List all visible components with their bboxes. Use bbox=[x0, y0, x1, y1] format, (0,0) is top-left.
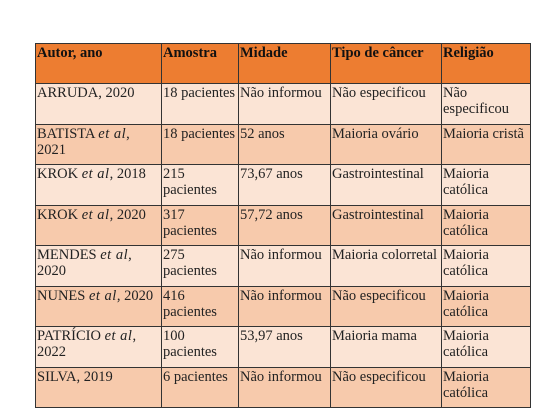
table-cell: Gastrointestinal bbox=[330, 204, 442, 246]
author-cell: BATISTA et al, 2021 bbox=[35, 123, 162, 165]
table-cell: Não informou bbox=[238, 83, 331, 125]
table-cell: Não especificou bbox=[330, 83, 442, 125]
author-cell: SILVA, 2019 bbox=[35, 366, 162, 408]
table-cell: Gastrointestinal bbox=[330, 164, 442, 206]
table-cell: 52 anos bbox=[238, 123, 331, 165]
table-row: BATISTA et al, 2021 18 pacientes 52 anos Ma… bbox=[35, 123, 531, 165]
table-cell: Maioria católica bbox=[441, 204, 531, 246]
author-cell: ARRUDA, 2020 bbox=[35, 83, 162, 125]
author-cell: KROK et al, 2020 bbox=[35, 204, 162, 246]
author-cell: PATRÍCIO et al, 2022 bbox=[35, 326, 162, 368]
table-cell: Maioria cristã bbox=[441, 123, 531, 165]
author-text: KROK bbox=[37, 206, 82, 223]
table-row: NUNES et al, 2020 416 pacientes Não inform… bbox=[35, 285, 531, 327]
table-row: MENDES et al, 2020 275 pacientes Não infor… bbox=[35, 245, 531, 287]
author-cell: MENDES et al, 2020 bbox=[35, 245, 162, 287]
table-cell: 57,72 anos bbox=[238, 204, 331, 246]
author-text: , 2018 bbox=[109, 166, 146, 182]
table-cell: Não especificou bbox=[330, 285, 442, 327]
author-text: ARRUDA, 2020 bbox=[37, 85, 135, 101]
table-cell: Maioria católica bbox=[441, 245, 531, 287]
table-cell: 416 pacientes bbox=[161, 285, 239, 327]
table-cell: 275 pacientes bbox=[161, 245, 239, 287]
header-row: Autor, ano Amostra Midade Tipo de câncer Rel… bbox=[35, 43, 531, 84]
author-et-al: et al bbox=[81, 206, 110, 223]
author-et-al: et al bbox=[81, 166, 110, 182]
author-text: BATISTA bbox=[37, 125, 99, 142]
author-text: PATRÍCIO bbox=[37, 328, 105, 344]
table-cell: Não especificou bbox=[441, 83, 531, 125]
header-cell: Autor, ano bbox=[35, 43, 162, 84]
author-text: , 2021 bbox=[37, 125, 130, 158]
table-row: KROK et al, 2018 215 pacientes 73,67 anos G… bbox=[35, 164, 531, 206]
header-cell: Midade bbox=[238, 43, 331, 84]
author-text: SILVA, 2019 bbox=[37, 368, 113, 385]
table-cell: Maioria católica bbox=[441, 164, 531, 206]
table-cell: 18 pacientes bbox=[161, 83, 239, 125]
author-text: , 2020 bbox=[116, 287, 154, 304]
table-row: ARRUDA, 2020 18 pacientes Não informou Não … bbox=[35, 83, 531, 125]
table-cell: Maioria católica bbox=[441, 366, 531, 408]
header-cell: Religião bbox=[441, 43, 531, 84]
table-cell: Não informou bbox=[238, 366, 331, 408]
table-cell: Não especificou bbox=[330, 366, 442, 408]
table-cell: Não informou bbox=[238, 245, 331, 287]
table-cell: 100 pacientes bbox=[161, 326, 239, 368]
author-text: , 2020 bbox=[37, 247, 132, 279]
author-text: MENDES bbox=[37, 247, 101, 263]
author-cell: KROK et al, 2018 bbox=[35, 164, 162, 206]
author-et-al: et al bbox=[88, 287, 117, 304]
table-row: KROK et al, 2020 317 pacientes 57,72 anos G… bbox=[35, 204, 531, 246]
author-text: KROK bbox=[37, 166, 82, 182]
author-text: , 2020 bbox=[109, 206, 146, 223]
header-cell: Tipo de câncer bbox=[330, 43, 442, 84]
author-et-al: et al bbox=[98, 125, 127, 142]
table-cell: Não informou bbox=[238, 285, 331, 327]
author-cell: NUNES et al, 2020 bbox=[35, 285, 162, 327]
table-cell: Maioria católica bbox=[441, 326, 531, 368]
table-body: ARRUDA, 2020 18 pacientes Não informou Não … bbox=[35, 83, 531, 408]
table-cell: Maioria mama bbox=[330, 326, 442, 368]
table-cell: 53,97 anos bbox=[238, 326, 331, 368]
table-cell: 317 pacientes bbox=[161, 204, 239, 246]
table-row: PATRÍCIO et al, 2022 100 pacientes 53,97 a… bbox=[35, 326, 531, 368]
table-cell: 215 pacientes bbox=[161, 164, 239, 206]
table-cell: Maioria ovário bbox=[330, 123, 442, 165]
table-cell: 73,67 anos bbox=[238, 164, 331, 206]
table-row: SILVA, 2019 6 pacientes Não informou Não es… bbox=[35, 366, 531, 408]
author-et-al: et al bbox=[104, 328, 133, 344]
table-cell: Maioria católica bbox=[441, 285, 531, 327]
table-cell: Maioria colorretal bbox=[330, 245, 442, 287]
author-et-al: et al bbox=[100, 247, 129, 263]
table-cell: 6 pacientes bbox=[161, 366, 239, 408]
data-table: Autor, ano Amostra Midade Tipo de câncer Rel… bbox=[35, 43, 531, 408]
author-text: , 2022 bbox=[37, 328, 137, 360]
header-cell: Amostra bbox=[161, 43, 239, 84]
table-cell: 18 pacientes bbox=[161, 123, 239, 165]
author-text: NUNES bbox=[37, 287, 89, 304]
